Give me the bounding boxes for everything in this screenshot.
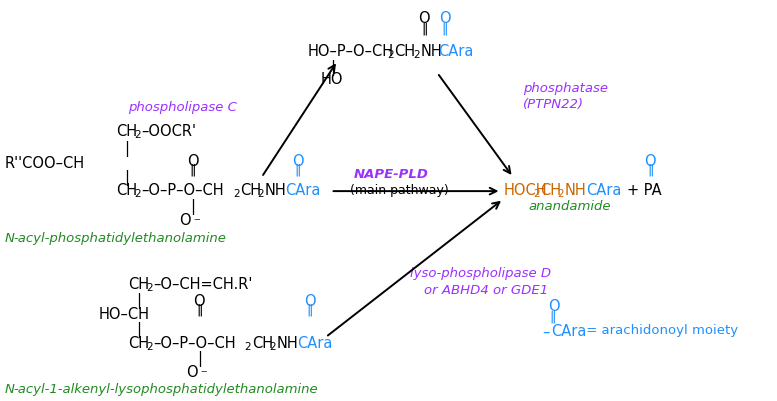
Text: = arachidonoyl moiety: = arachidonoyl moiety <box>582 324 738 336</box>
Text: 2: 2 <box>387 50 393 60</box>
Text: + PA: + PA <box>627 183 661 198</box>
Text: (PTPN22): (PTPN22) <box>523 98 584 111</box>
Text: ‖: ‖ <box>421 22 427 35</box>
Text: O: O <box>548 298 559 313</box>
Text: ‖: ‖ <box>189 163 196 176</box>
Text: |: | <box>330 60 335 76</box>
Text: lyso-phospholipase D: lyso-phospholipase D <box>409 266 551 279</box>
Text: CAra: CAra <box>297 335 333 350</box>
Text: O: O <box>179 212 191 227</box>
Text: 2: 2 <box>413 50 420 60</box>
Text: –: – <box>200 364 207 377</box>
Text: 2: 2 <box>146 282 153 292</box>
Text: NH: NH <box>565 183 587 198</box>
Text: HOCH: HOCH <box>503 183 547 198</box>
Text: or ABHD4 or GDE1: or ABHD4 or GDE1 <box>424 283 549 296</box>
Text: 2: 2 <box>134 189 141 198</box>
Text: 2: 2 <box>558 189 564 198</box>
Text: CH: CH <box>117 124 138 139</box>
Text: 2: 2 <box>146 341 153 351</box>
Text: O: O <box>304 293 315 308</box>
Text: ‖: ‖ <box>307 303 313 316</box>
Text: ‖: ‖ <box>196 303 203 316</box>
Text: ‖: ‖ <box>549 310 556 323</box>
Text: |: | <box>136 292 141 308</box>
Text: NH: NH <box>277 335 298 350</box>
Text: –: – <box>193 212 200 225</box>
Text: -acyl-1-alkenyl-lysophosphatidylethanolamine: -acyl-1-alkenyl-lysophosphatidylethanola… <box>14 382 319 395</box>
Text: O: O <box>193 293 205 308</box>
Text: CH: CH <box>128 335 149 350</box>
Text: –O–P–O–CH: –O–P–O–CH <box>141 183 224 198</box>
Text: CH: CH <box>252 335 273 350</box>
Text: CAra: CAra <box>551 324 586 338</box>
Text: 2: 2 <box>134 130 141 140</box>
Text: -acyl-phosphatidylethanolamine: -acyl-phosphatidylethanolamine <box>14 231 227 244</box>
Text: –: – <box>542 324 549 338</box>
Text: HO–P–O–CH: HO–P–O–CH <box>308 44 394 59</box>
Text: NH: NH <box>420 44 442 59</box>
Text: O: O <box>645 153 656 168</box>
Text: ‖: ‖ <box>647 163 653 176</box>
Text: CH: CH <box>128 276 149 291</box>
Text: R''COO–CH: R''COO–CH <box>5 155 85 170</box>
Text: ‖: ‖ <box>294 163 301 176</box>
Text: O: O <box>186 153 198 168</box>
Text: |: | <box>124 170 129 186</box>
Text: HO: HO <box>321 71 343 87</box>
Text: CAra: CAra <box>586 183 622 198</box>
Text: phosphatase: phosphatase <box>523 81 608 94</box>
Text: –OOCR': –OOCR' <box>141 124 196 139</box>
Text: |: | <box>190 198 195 215</box>
Text: NH: NH <box>264 183 286 198</box>
Text: |: | <box>136 322 141 338</box>
Text: O: O <box>439 10 451 26</box>
Text: CAra: CAra <box>285 183 321 198</box>
Text: CH: CH <box>394 44 415 59</box>
Text: N: N <box>5 382 15 395</box>
Text: –O–CH=CH.R': –O–CH=CH.R' <box>153 276 253 291</box>
Text: 2: 2 <box>270 341 276 351</box>
Text: 2: 2 <box>258 189 264 198</box>
Text: ‖: ‖ <box>442 22 448 35</box>
Text: |: | <box>124 140 129 156</box>
Text: |: | <box>197 350 202 366</box>
Text: NAPE-PLD: NAPE-PLD <box>354 168 428 181</box>
Text: CH: CH <box>540 183 561 198</box>
Text: O: O <box>419 10 430 26</box>
Text: O: O <box>292 153 304 168</box>
Text: O: O <box>186 364 198 379</box>
Text: HO–CH: HO–CH <box>99 306 150 321</box>
Text: –O–P–O–CH: –O–P–O–CH <box>153 335 235 350</box>
Text: CAra: CAra <box>438 44 473 59</box>
Text: CH: CH <box>240 183 261 198</box>
Text: 2: 2 <box>245 341 252 351</box>
Text: CH: CH <box>117 183 138 198</box>
Text: 2: 2 <box>233 189 239 198</box>
Text: (main pathway): (main pathway) <box>350 184 449 197</box>
Text: 2: 2 <box>533 189 539 198</box>
Text: phospholipase C: phospholipase C <box>128 101 237 114</box>
Text: anandamide: anandamide <box>528 200 611 213</box>
Text: N: N <box>5 231 15 244</box>
